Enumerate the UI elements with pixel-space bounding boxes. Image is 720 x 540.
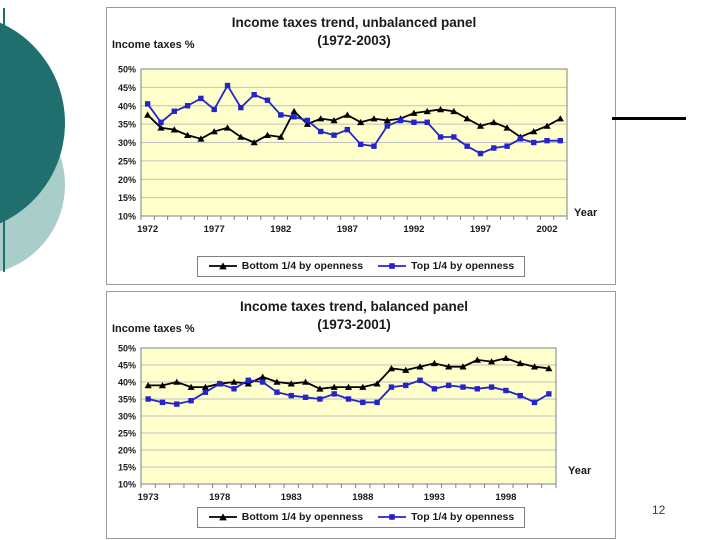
y-axis-label: Income taxes % (112, 323, 195, 335)
svg-text:40%: 40% (118, 101, 136, 111)
svg-text:1988: 1988 (352, 492, 373, 503)
plot-area-unbalanced: 10% 15% 20% 25% 30% 35% 40% 45% 50% 1972 1977 1982 1… (118, 65, 568, 235)
page-number: 12 (652, 503, 666, 517)
svg-text:1983: 1983 (281, 492, 302, 503)
svg-text:15%: 15% (118, 463, 136, 473)
line-square-marker-icon (378, 263, 407, 269)
chart-title-balanced: Income taxes trend, balanced panel (239, 299, 469, 314)
svg-text:1973: 1973 (138, 492, 159, 503)
horizontal-rule (612, 117, 686, 120)
svg-text:1993: 1993 (424, 492, 445, 503)
svg-text:25%: 25% (118, 156, 136, 166)
svg-text:10%: 10% (118, 212, 136, 222)
legend-box: Bottom 1/4 by openness Top 1/4 by openne… (196, 256, 526, 277)
svg-text:10%: 10% (118, 480, 136, 490)
x-axis-label: Year (568, 465, 592, 477)
line-triangle-marker-icon (208, 262, 237, 270)
chart-subtitle-unbalanced: (1972-2003) (317, 33, 391, 48)
svg-text:50%: 50% (118, 65, 136, 75)
svg-text:20%: 20% (118, 446, 136, 456)
svg-text:1978: 1978 (209, 492, 230, 503)
svg-text:2002: 2002 (536, 224, 557, 235)
svg-text:1987: 1987 (337, 224, 358, 235)
svg-text:1972: 1972 (137, 224, 158, 235)
svg-text:20%: 20% (118, 175, 136, 185)
chart-subtitle-balanced: (1973-2001) (317, 317, 391, 332)
legend-entry-bottom-quartile: Bottom 1/4 by openness (208, 511, 363, 523)
legend-label: Bottom 1/4 by openness (241, 511, 364, 523)
svg-text:30%: 30% (118, 138, 136, 148)
chart-title-unbalanced: Income taxes trend, unbalanced panel (231, 15, 477, 30)
svg-text:1997: 1997 (470, 224, 491, 235)
svg-text:1998: 1998 (495, 492, 516, 503)
svg-text:45%: 45% (118, 83, 136, 93)
chart-panel-balanced: 10% 15% 20% 25% 30% 35% 40% 45% 50% 1973 1978 1983 1… (106, 291, 616, 539)
legend: Bottom 1/4 by openness Top 1/4 by openne… (107, 256, 615, 277)
legend-entry-top-quartile: Top 1/4 by openness (377, 260, 514, 272)
line-square-marker-icon (378, 514, 407, 520)
svg-text:1977: 1977 (204, 224, 225, 235)
legend-label: Top 1/4 by openness (411, 511, 515, 523)
svg-text:45%: 45% (118, 361, 136, 371)
line-triangle-marker-icon (208, 513, 237, 521)
legend-label: Bottom 1/4 by openness (241, 260, 364, 272)
svg-text:35%: 35% (118, 395, 136, 405)
y-axis-label: Income taxes % (112, 39, 195, 51)
svg-text:50%: 50% (118, 344, 136, 354)
legend-entry-top-quartile: Top 1/4 by openness (377, 511, 514, 523)
plot-area-balanced: 10% 15% 20% 25% 30% 35% 40% 45% 50% 1973 1978 1983 1… (118, 344, 557, 503)
legend-entry-bottom-quartile: Bottom 1/4 by openness (208, 260, 363, 272)
svg-text:35%: 35% (118, 120, 136, 130)
svg-text:25%: 25% (118, 429, 136, 439)
x-axis-label: Year (574, 207, 598, 219)
legend-box: Bottom 1/4 by openness Top 1/4 by openne… (196, 507, 526, 528)
chart-panel-unbalanced: 10% 15% 20% 25% 30% 35% 40% 45% 50% 1972 1977 1982 1… (106, 7, 616, 285)
legend-label: Top 1/4 by openness (411, 260, 515, 272)
svg-text:15%: 15% (118, 193, 136, 203)
svg-text:30%: 30% (118, 412, 136, 422)
svg-text:1992: 1992 (403, 224, 424, 235)
svg-text:40%: 40% (118, 378, 136, 388)
legend: Bottom 1/4 by openness Top 1/4 by openne… (107, 507, 615, 528)
svg-text:1982: 1982 (270, 224, 291, 235)
